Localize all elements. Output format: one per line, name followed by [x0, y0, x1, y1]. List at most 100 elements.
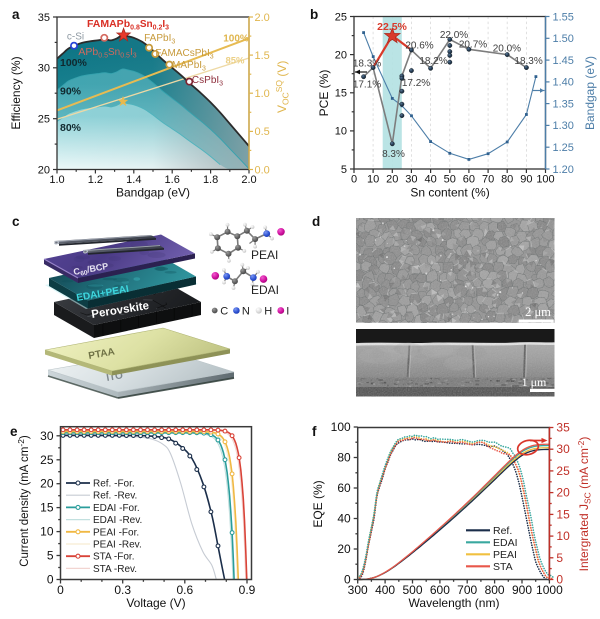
svg-text:1000: 1000: [536, 583, 563, 597]
svg-text:STA -For.: STA -For.: [93, 552, 135, 563]
svg-text:25: 25: [556, 464, 570, 478]
svg-text:b: b: [310, 7, 318, 22]
svg-text:0: 0: [351, 174, 357, 186]
svg-text:1.25: 1.25: [553, 142, 574, 154]
svg-text:25: 25: [38, 114, 50, 126]
svg-text:d: d: [312, 214, 320, 229]
svg-text:20: 20: [556, 486, 570, 500]
svg-text:18.2%: 18.2%: [419, 56, 447, 67]
svg-text:90: 90: [520, 174, 532, 186]
svg-text:70: 70: [482, 174, 494, 186]
svg-text:22.5%: 22.5%: [377, 21, 407, 33]
svg-text:PEAI -For.: PEAI -For.: [93, 527, 139, 538]
svg-text:STA -Rev.: STA -Rev.: [93, 564, 137, 575]
svg-text:EQE (%): EQE (%): [311, 480, 325, 527]
svg-text:Sn content (%): Sn content (%): [410, 186, 489, 200]
svg-text:1.35: 1.35: [553, 98, 574, 110]
svg-text:Voltage (V): Voltage (V): [126, 596, 185, 610]
svg-text:10: 10: [335, 126, 347, 138]
svg-text:800: 800: [485, 583, 505, 597]
svg-text:500: 500: [402, 583, 422, 597]
svg-text:EDAI -For.: EDAI -For.: [93, 503, 140, 514]
svg-text:17.1%: 17.1%: [353, 80, 381, 91]
svg-text:PTAA: PTAA: [88, 347, 116, 362]
svg-text:10: 10: [367, 174, 379, 186]
svg-text:20: 20: [335, 49, 347, 61]
svg-text:a: a: [12, 7, 20, 22]
svg-text:900: 900: [512, 583, 532, 597]
svg-text:1.45: 1.45: [553, 55, 574, 67]
svg-text:FAMACsPbI3: FAMACsPbI3: [155, 48, 213, 61]
svg-text:0: 0: [47, 573, 54, 587]
svg-text:STA: STA: [493, 561, 513, 573]
svg-text:FAPbI3: FAPbI3: [144, 33, 175, 46]
svg-text:30: 30: [40, 429, 54, 443]
svg-text:Ref.: Ref.: [493, 525, 512, 537]
svg-text:600: 600: [430, 583, 450, 597]
svg-text:N: N: [242, 306, 250, 318]
svg-text:20: 20: [386, 174, 398, 186]
svg-text:Bandgap (eV): Bandgap (eV): [116, 186, 190, 200]
svg-text:80: 80: [501, 174, 513, 186]
svg-text:5: 5: [341, 164, 347, 176]
svg-text:PEAI: PEAI: [493, 549, 517, 561]
svg-text:40: 40: [424, 174, 436, 186]
svg-text:PEAI -Rev.: PEAI -Rev.: [93, 540, 142, 551]
svg-text:80%: 80%: [60, 122, 82, 134]
svg-text:85%: 85%: [225, 56, 245, 67]
svg-text:Intergrated JSC (mA cm-2): Intergrated JSC (mA cm-2): [576, 437, 593, 572]
svg-text:20.0%: 20.0%: [493, 44, 521, 55]
svg-text:1.5: 1.5: [255, 50, 270, 62]
svg-text:Bandgap (eV): Bandgap (eV): [583, 56, 597, 130]
svg-text:1.0: 1.0: [255, 88, 270, 100]
svg-text:e: e: [10, 424, 18, 439]
svg-text:0.5: 0.5: [255, 126, 270, 138]
svg-text:1.8: 1.8: [203, 174, 218, 186]
svg-text:CsPbI3: CsPbI3: [192, 75, 223, 88]
svg-text:35: 35: [556, 421, 570, 435]
svg-text:PCE (%): PCE (%): [317, 70, 331, 117]
svg-text:5: 5: [556, 551, 563, 565]
svg-text:300: 300: [348, 583, 368, 597]
svg-text:1.0: 1.0: [49, 174, 64, 186]
svg-text:Wavelength (nm): Wavelength (nm): [409, 596, 500, 610]
svg-text:30: 30: [405, 174, 417, 186]
svg-text:30: 30: [38, 63, 50, 75]
svg-text:17.2%: 17.2%: [402, 78, 430, 89]
svg-text:1.40: 1.40: [553, 77, 574, 89]
svg-text:90%: 90%: [60, 86, 82, 98]
svg-text:0.6: 0.6: [176, 583, 193, 597]
svg-text:Ref. -Rev.: Ref. -Rev.: [93, 491, 137, 502]
svg-text:EDAI: EDAI: [493, 537, 518, 549]
svg-text:400: 400: [375, 583, 395, 597]
svg-text:2.0: 2.0: [241, 174, 256, 186]
svg-text:EDAI -Rev.: EDAI -Rev.: [93, 515, 142, 526]
svg-text:I: I: [286, 306, 289, 318]
svg-text:5: 5: [47, 549, 54, 563]
svg-text:0.3: 0.3: [114, 583, 131, 597]
svg-text:0: 0: [344, 573, 351, 587]
svg-text:18.3%: 18.3%: [353, 59, 381, 70]
svg-text:100%: 100%: [223, 34, 249, 45]
svg-text:0: 0: [57, 583, 64, 597]
svg-text:20: 20: [40, 477, 54, 491]
svg-text:10: 10: [40, 525, 54, 539]
svg-text:0: 0: [556, 573, 563, 587]
svg-text:PEAI: PEAI: [251, 248, 278, 262]
svg-text:18.3%: 18.3%: [514, 56, 542, 67]
svg-text:8.3%: 8.3%: [382, 149, 405, 160]
svg-text:2.0: 2.0: [255, 12, 270, 24]
svg-text:c: c: [12, 214, 20, 229]
svg-text:30: 30: [556, 442, 570, 456]
svg-text:25: 25: [40, 453, 54, 467]
svg-text:20.6%: 20.6%: [405, 41, 433, 52]
svg-text:20: 20: [38, 164, 50, 176]
svg-text:15: 15: [556, 507, 570, 521]
svg-text:60: 60: [463, 174, 475, 186]
svg-text:25: 25: [335, 11, 347, 23]
svg-text:100: 100: [331, 420, 351, 434]
svg-text:Ref. -For.: Ref. -For.: [93, 479, 135, 490]
svg-text:22.0%: 22.0%: [440, 30, 468, 41]
svg-text:15: 15: [40, 501, 54, 515]
svg-text:50: 50: [444, 174, 456, 186]
